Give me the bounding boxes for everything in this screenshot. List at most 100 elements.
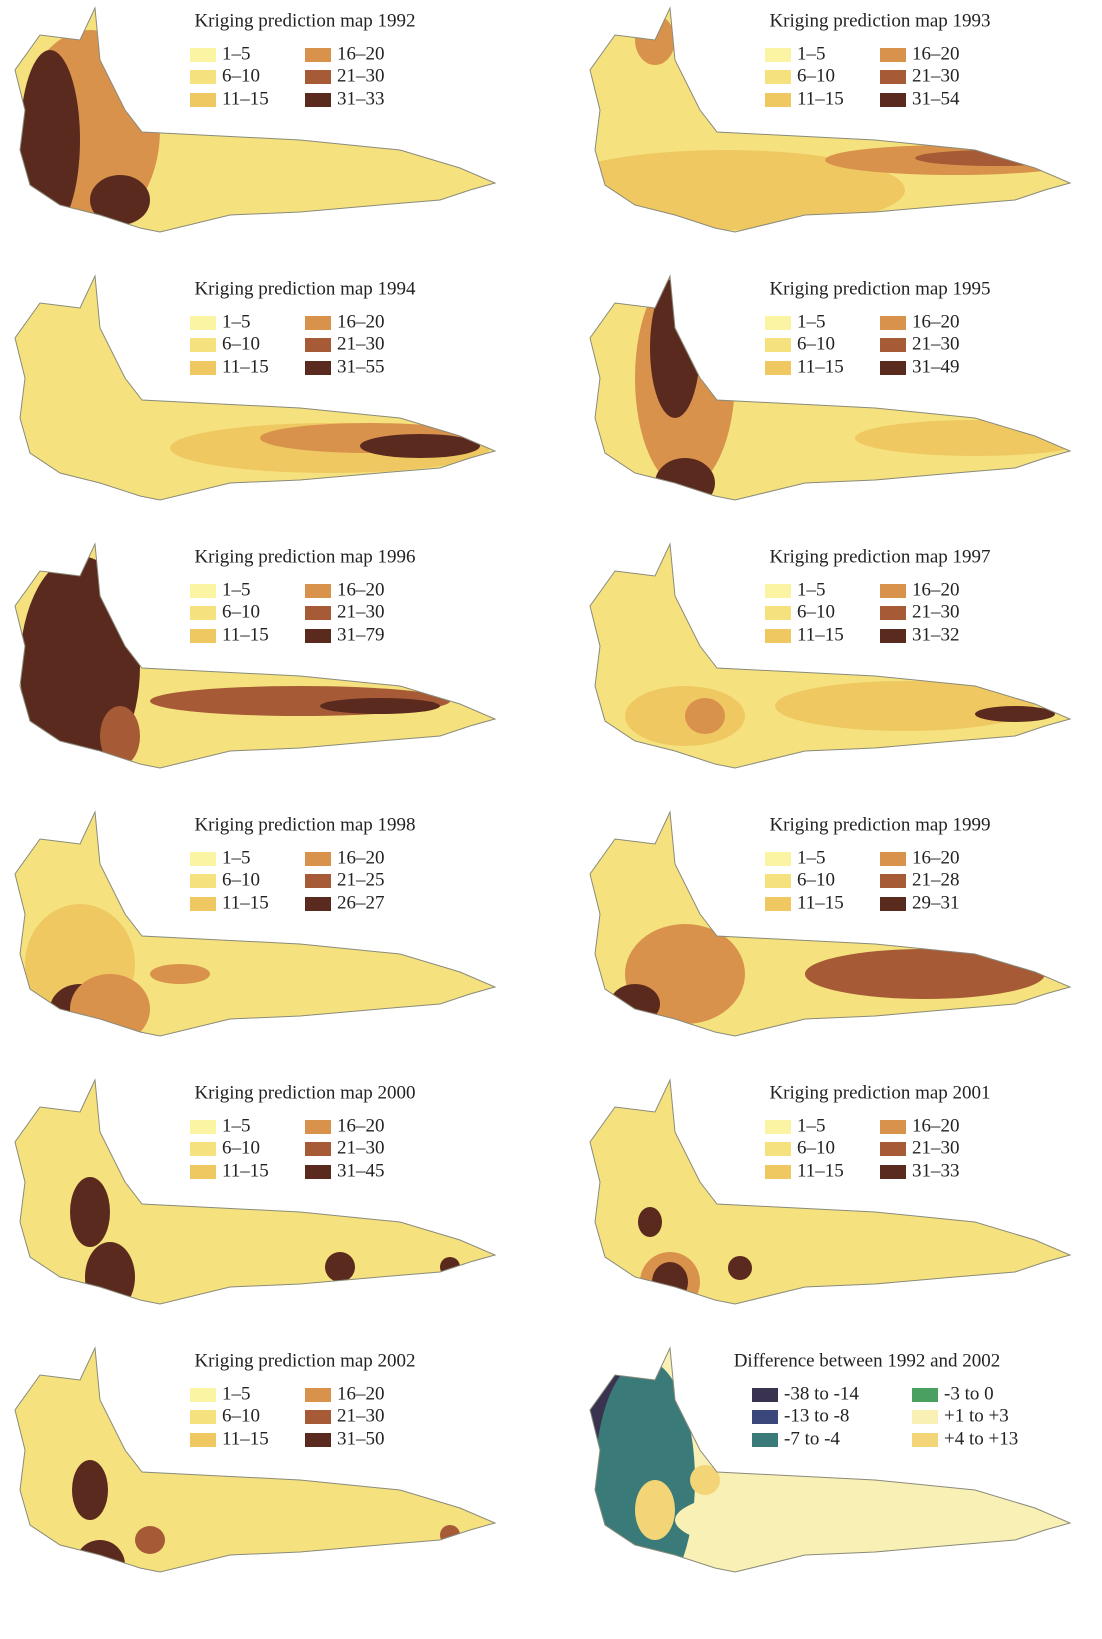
zone	[805, 949, 1045, 999]
legend-label: 16–20	[912, 311, 960, 332]
legend-label: 21–30	[337, 601, 385, 622]
legend-label: 6–10	[797, 869, 835, 890]
legend-label: 31–45	[337, 1160, 385, 1181]
legend-swatch	[305, 48, 331, 62]
legend-label: 31–33	[912, 1160, 960, 1181]
panel-title: Kriging prediction map 1995	[769, 278, 990, 299]
legend-label: 6–10	[222, 869, 260, 890]
legend-label: 29–31	[912, 892, 960, 913]
legend-swatch	[752, 1410, 778, 1424]
zone	[75, 1540, 125, 1590]
legend-swatch	[880, 852, 906, 866]
legend-label: -38 to -14	[784, 1383, 859, 1404]
map-panel: Difference between 1992 and 2002 -38 to -…	[580, 1340, 1075, 1600]
legend-label: -13 to -8	[784, 1405, 849, 1426]
legend-swatch	[765, 584, 791, 598]
legend-label: 1–5	[797, 1115, 826, 1136]
zone	[72, 1460, 108, 1520]
legend-swatch	[765, 1120, 791, 1134]
zone	[135, 1526, 165, 1554]
panel-title: Kriging prediction map 2001	[769, 1082, 990, 1103]
legend-label: 21–30	[912, 65, 960, 86]
legend-swatch	[305, 874, 331, 888]
zone	[228, 1240, 252, 1264]
legend-swatch	[305, 1388, 331, 1402]
legend-label: 6–10	[222, 601, 260, 622]
zone	[775, 681, 1035, 731]
legend-label: 31–32	[912, 624, 960, 645]
legend-label: 31–55	[337, 356, 385, 377]
legend-label: 21–25	[337, 869, 385, 890]
legend-label: 6–10	[797, 333, 835, 354]
zone	[650, 278, 700, 418]
map-zones	[20, 30, 160, 230]
legend-swatch	[880, 361, 906, 375]
legend-swatch	[765, 338, 791, 352]
legend-swatch	[305, 1433, 331, 1447]
legend-swatch	[190, 1410, 216, 1424]
map-panel: Kriging prediction map 19991–56–1011–151…	[590, 812, 1070, 1036]
legend-swatch	[880, 70, 906, 84]
legend-label: 11–15	[222, 1160, 269, 1181]
zone	[655, 458, 715, 508]
legend-swatch	[880, 93, 906, 107]
legend-swatch	[190, 361, 216, 375]
zone	[675, 1480, 1075, 1560]
legend-label: 6–10	[222, 333, 260, 354]
map-base	[15, 1348, 495, 1572]
map-zones	[580, 1340, 1075, 1600]
panel-title: Kriging prediction map 1996	[194, 546, 415, 567]
legend-label: 11–15	[797, 1160, 844, 1181]
zone	[635, 1480, 675, 1540]
legend-label: 1–5	[797, 579, 826, 600]
figure: Kriging prediction map 19921–56–1011–151…	[0, 0, 1102, 1639]
legend-swatch	[880, 48, 906, 62]
zone	[975, 706, 1055, 722]
legend-label: 21–30	[337, 1405, 385, 1426]
legend-swatch	[765, 70, 791, 84]
legend-label: 1–5	[797, 847, 826, 868]
legend-swatch	[880, 1120, 906, 1134]
legend-swatch	[880, 606, 906, 620]
legend-label: -3 to 0	[944, 1383, 994, 1404]
legend-label: +1 to +3	[944, 1405, 1009, 1426]
map-panel: Kriging prediction map 19921–56–1011–151…	[15, 8, 495, 232]
legend-label: 6–10	[797, 65, 835, 86]
legend-swatch	[190, 584, 216, 598]
panel-title: Difference between 1992 and 2002	[734, 1350, 1001, 1371]
legend-label: 21–28	[912, 869, 960, 890]
zone	[685, 698, 725, 734]
legend-swatch	[190, 852, 216, 866]
legend-label: 6–10	[797, 601, 835, 622]
legend-label: 6–10	[797, 1137, 835, 1158]
legend-swatch	[190, 93, 216, 107]
legend-label: 6–10	[222, 1405, 260, 1426]
legend-label: 1–5	[797, 43, 826, 64]
zone	[855, 420, 1095, 456]
legend-label: 16–20	[912, 847, 960, 868]
legend-label: 1–5	[222, 579, 251, 600]
zone	[70, 974, 150, 1044]
legend-label: 1–5	[222, 1383, 251, 1404]
panel-title: Kriging prediction map 1993	[769, 10, 990, 31]
legend-swatch	[765, 1165, 791, 1179]
legend-label: 6–10	[222, 65, 260, 86]
legend-swatch	[765, 629, 791, 643]
legend-swatch	[765, 606, 791, 620]
legend-swatch	[765, 316, 791, 330]
legend-label: 16–20	[337, 1115, 385, 1136]
legend-label: 16–20	[912, 43, 960, 64]
legend-swatch	[305, 338, 331, 352]
panel-title: Kriging prediction map 1997	[769, 546, 990, 567]
legend-swatch	[190, 70, 216, 84]
panel-title: Kriging prediction map 2000	[194, 1082, 415, 1103]
legend-label: 11–15	[797, 624, 844, 645]
legend-swatch	[305, 361, 331, 375]
legend-swatch	[305, 1165, 331, 1179]
legend-swatch	[752, 1433, 778, 1447]
map-panel: Kriging prediction map 20011–56–1011–151…	[590, 1080, 1070, 1312]
legend-label: 11–15	[797, 88, 844, 109]
panel-title: Kriging prediction map 2002	[194, 1350, 415, 1371]
legend-label: 31–79	[337, 624, 385, 645]
